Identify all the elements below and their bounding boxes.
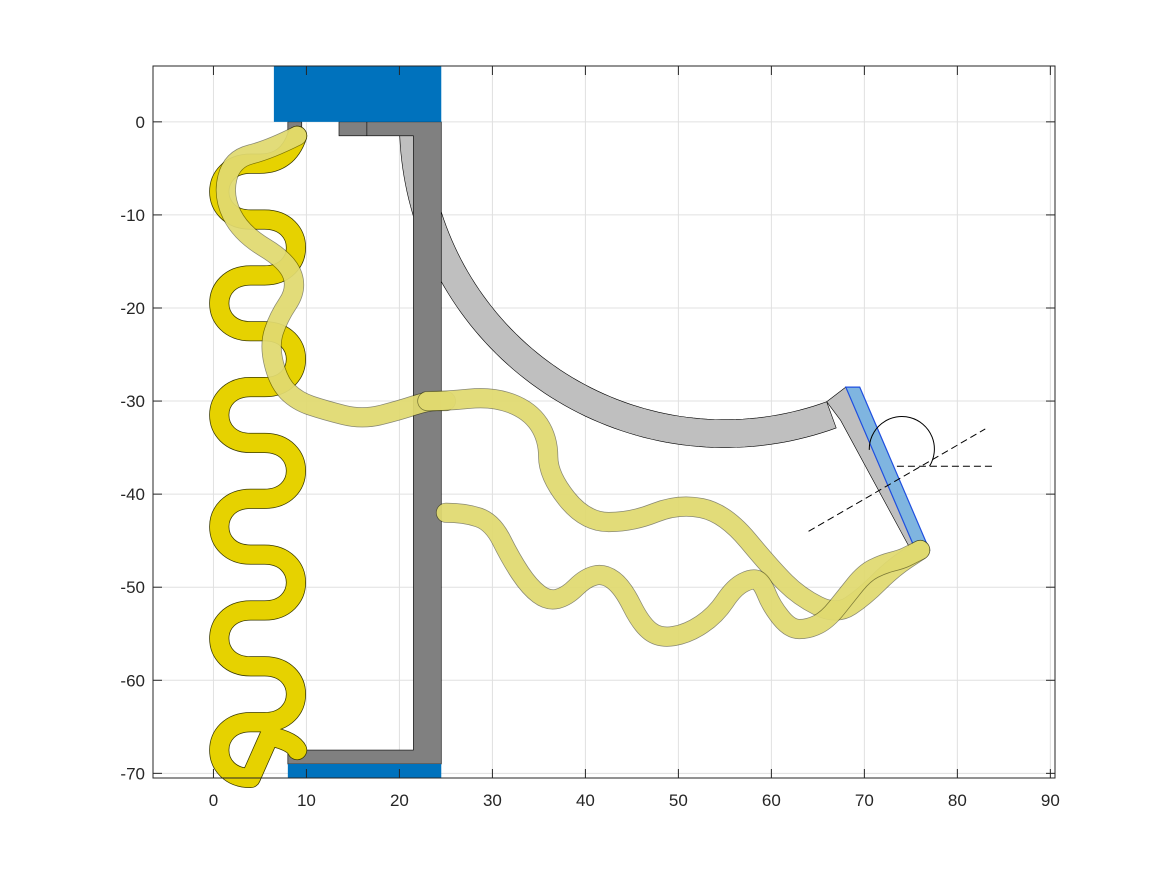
y-tick-label-0: 0 (136, 113, 145, 132)
x-tick-label-1: 10 (297, 791, 316, 810)
y-tick-label-1: -10 (120, 206, 145, 225)
springs-layer (209, 125, 931, 789)
y-tick-label-2: -20 (120, 299, 145, 318)
x-tick-label-3: 30 (483, 791, 502, 810)
x-tick-label-7: 70 (855, 791, 874, 810)
bottom-anchor (287, 764, 442, 778)
x-tick-label-0: 0 (209, 791, 218, 810)
angle-tilted-line (808, 428, 986, 532)
y-tick-label-7: -70 (120, 764, 145, 783)
x-tick-label-8: 80 (948, 791, 967, 810)
x-tick-label-2: 20 (390, 791, 409, 810)
x-tick-label-9: 90 (1041, 791, 1060, 810)
y-tick-label-6: -60 (120, 671, 145, 690)
shapes-layer (273, 66, 931, 778)
tip-arm (826, 386, 916, 551)
serpentine-spring (210, 126, 307, 788)
top-anchor (273, 66, 442, 122)
angle-arc (868, 416, 935, 467)
x-tick-label-5: 50 (669, 791, 688, 810)
y-tick-label-3: -30 (120, 392, 145, 411)
y-tick-label-5: -50 (120, 578, 145, 597)
y-tick-label-4: -40 (120, 485, 145, 504)
x-tick-label-4: 40 (576, 791, 595, 810)
translucent-spring-2 (436, 503, 930, 646)
angle-annotation (808, 416, 995, 532)
axes-box (152, 65, 1056, 779)
ticks-layer: 0 10 20 30 40 50 60 70 80 90 0 -10 -20 -30 -40 -50 -60 -7… (120, 66, 1060, 810)
x-tick-label-6: 60 (762, 791, 781, 810)
translucent-spring-0 (216, 126, 456, 427)
frame-beam (287, 121, 442, 765)
